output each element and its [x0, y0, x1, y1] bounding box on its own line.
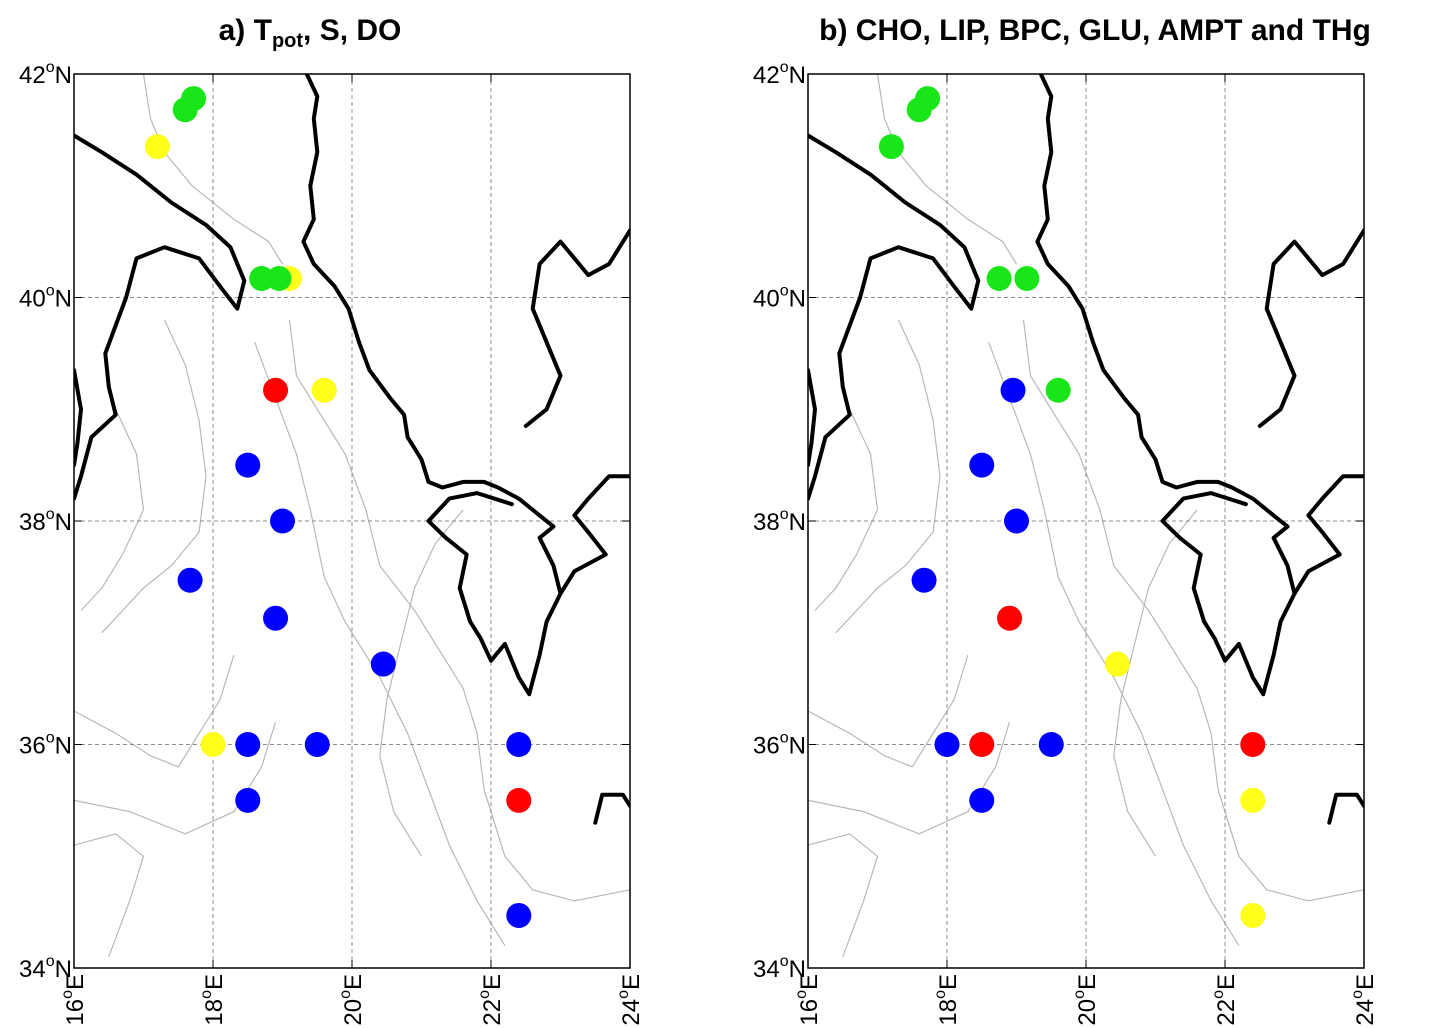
- lat-tick-label: 42oN: [753, 59, 806, 89]
- lon-tick-label: 16oE: [59, 974, 89, 1026]
- map-b: 34oN 36oN 38oN 40oN 42oN 16oE 18oE 20oE 22oE 24oE: [753, 59, 1379, 1026]
- panel-b-title-main: b) CHO, LIP, BPC, GLU, AMPT and THg: [819, 14, 1371, 47]
- coastline: [1035, 74, 1297, 697]
- bathymetry-contour: [74, 833, 145, 958]
- lon-tick-label: 20oE: [1071, 974, 1101, 1026]
- station-marker-blue: [270, 508, 295, 534]
- bathymetry-contour: [288, 319, 630, 902]
- lon-tick-label: 22oE: [476, 974, 506, 1026]
- panel-a-title-main: a) T: [218, 14, 272, 47]
- panel-b: b) CHO, LIP, BPC, GLU, AMPT and THg 34oN…: [700, 0, 1445, 1028]
- station-marker-yellow: [1240, 787, 1266, 813]
- station-marker-blue: [235, 787, 261, 813]
- lon-tick-label: 24oE: [1349, 974, 1379, 1026]
- panel-a-title-rest: , S, DO: [303, 14, 402, 47]
- bathymetry-contour: [808, 833, 879, 958]
- station-marker-green: [986, 266, 1012, 292]
- station-marker-blue: [506, 902, 532, 928]
- bathymetry-contour: [379, 509, 464, 857]
- lon-tick-label: 16oE: [793, 974, 823, 1026]
- bathymetry-contour: [808, 654, 969, 768]
- coastline: [523, 228, 630, 428]
- lat-tick-label: 40oN: [19, 283, 72, 313]
- bathymetry-contour: [254, 341, 506, 946]
- panel-a: a) Tpot, S, DO 34oN 36oN 38oN 40oN 42oN 16oE 1…: [0, 0, 700, 1028]
- station-marker-blue: [1000, 377, 1026, 403]
- bathymetry-contour: [74, 654, 235, 768]
- coastline: [301, 74, 563, 697]
- lat-tick-label: 36oN: [19, 730, 72, 760]
- coastline: [593, 792, 630, 825]
- station-marker-blue: [370, 651, 396, 677]
- lon-tick-label: 20oE: [337, 974, 367, 1026]
- bathymetry-contour: [876, 74, 1018, 265]
- lat-tick-label: 38oN: [753, 506, 806, 536]
- station-marker-red: [263, 377, 289, 403]
- station-marker-green: [906, 97, 932, 123]
- bathymetry-contour: [808, 721, 1011, 835]
- station-marker-red: [969, 732, 995, 757]
- station-marker-blue: [304, 732, 330, 757]
- station-marker-yellow: [200, 732, 226, 757]
- station-marker-green: [1045, 377, 1071, 403]
- bathymetry-contour: [814, 409, 879, 611]
- station-marker-yellow: [144, 134, 170, 160]
- lon-tick-label: 18oE: [198, 974, 228, 1026]
- bathymetry-contour: [835, 319, 941, 634]
- map-layer: [808, 74, 1364, 968]
- station-marker-green: [878, 134, 904, 160]
- panel-b-title: b) CHO, LIP, BPC, GLU, AMPT and THg: [750, 14, 1440, 48]
- coastline: [558, 474, 630, 596]
- station-marker-green: [266, 266, 292, 292]
- map-a: 34oN 36oN 38oN 40oN 42oN 16oE 18oE 20oE 22oE 24oE: [19, 59, 645, 1026]
- station-marker-yellow: [1104, 651, 1130, 677]
- station-marker-blue: [177, 567, 203, 593]
- lat-tick-label: 34oN: [19, 953, 72, 983]
- lat-tick-label: 34oN: [753, 953, 806, 983]
- station-marker-red: [1240, 732, 1266, 757]
- station-marker-blue: [969, 452, 995, 478]
- lon-tick-label: 24oE: [615, 974, 645, 1026]
- bathymetry-contour: [142, 74, 284, 265]
- station-marker-yellow: [1240, 902, 1266, 928]
- station-marker-blue: [263, 605, 289, 631]
- station-marker-blue: [969, 787, 995, 813]
- station-marker-blue: [235, 732, 261, 757]
- lat-tick-label: 38oN: [19, 506, 72, 536]
- station-marker-blue: [506, 732, 532, 757]
- station-marker-blue: [1038, 732, 1064, 757]
- coastline: [74, 133, 247, 501]
- coastline: [1257, 228, 1364, 428]
- lon-tick-label: 22oE: [1210, 974, 1240, 1026]
- coastline: [1292, 474, 1364, 596]
- panel-a-title-sub: pot: [271, 30, 304, 52]
- lat-tick-label: 40oN: [753, 283, 806, 313]
- bathymetry-contour: [1113, 509, 1198, 857]
- station-marker-blue: [934, 732, 960, 757]
- station-marker-blue: [1004, 508, 1029, 534]
- station-marker-blue: [235, 452, 261, 478]
- bathymetry-contour: [74, 721, 277, 835]
- lat-tick-label: 42oN: [19, 59, 72, 89]
- bathymetry-contour: [988, 341, 1240, 946]
- coastline: [1327, 792, 1364, 825]
- coastline: [808, 368, 817, 468]
- bathymetry-contour: [80, 409, 145, 611]
- panel-a-title: a) Tpot, S, DO: [90, 14, 530, 53]
- lon-tick-label: 18oE: [932, 974, 962, 1026]
- station-marker-green: [1014, 266, 1040, 292]
- bathymetry-contour: [101, 319, 207, 634]
- station-marker-green: [249, 266, 275, 292]
- station-marker-red: [997, 605, 1023, 631]
- coastline: [74, 368, 83, 468]
- coastline: [808, 133, 981, 501]
- station-marker-red: [506, 787, 532, 813]
- lat-tick-label: 36oN: [753, 730, 806, 760]
- map-layer: [74, 74, 630, 968]
- station-marker-green: [172, 97, 198, 123]
- station-marker-yellow: [311, 377, 337, 403]
- bathymetry-contour: [1022, 319, 1364, 902]
- station-marker-blue: [911, 567, 937, 593]
